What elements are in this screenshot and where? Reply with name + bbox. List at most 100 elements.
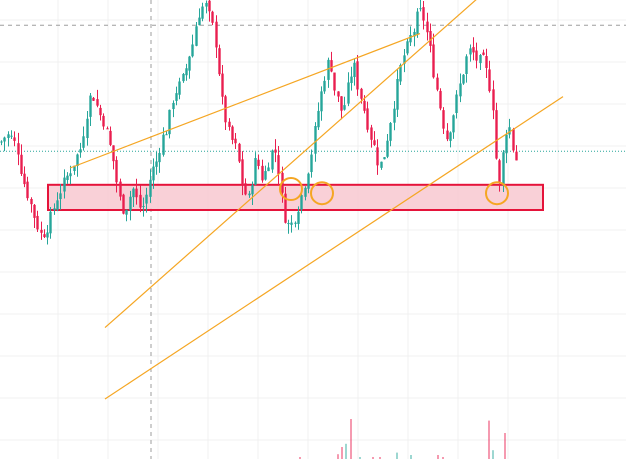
candle-body [139,194,142,208]
candle-body [488,69,491,92]
candle-body [422,7,425,21]
candle-body [228,121,231,127]
candle-body [205,2,208,7]
candle-body [96,99,99,106]
candle-body [224,96,227,123]
candle-body [89,95,92,117]
channel-trend-line[interactable] [69,33,421,169]
candle-body [56,200,59,210]
candle-body [284,193,287,223]
candle-body [76,154,79,166]
candle-body [442,110,445,129]
candle-body [234,138,237,144]
candle-body [386,140,389,157]
candle-body [129,196,132,211]
candle-body [469,48,472,55]
candle-body [106,128,109,130]
volume-bar [341,447,343,459]
candle-body [432,44,435,78]
channel-trend-line[interactable] [104,0,490,329]
candle-body [175,93,178,101]
candle-body [505,134,508,154]
candle-body [191,44,194,57]
candle-body [475,50,478,61]
channel-trend-line[interactable] [104,96,564,400]
candle-body [310,154,313,173]
candle-body [307,173,310,189]
candle-body [389,123,392,141]
candle-body [23,173,26,185]
candle-body [327,59,330,80]
candle-body [3,137,6,142]
candle-body [446,130,449,140]
candle-body [0,141,3,143]
candle-body [102,115,105,127]
circle-markers[interactable] [279,177,509,206]
candle-body [304,187,307,197]
candle-body [132,188,135,198]
candle-body [182,73,185,82]
candle-body [343,105,346,110]
candle-body [261,165,264,181]
volume-bar [504,433,506,459]
volume-bar [492,450,494,459]
candle-body [20,154,23,174]
candle-body [485,56,488,68]
volume-bar [350,419,352,459]
candle-body [396,79,399,110]
candle-body [218,48,221,75]
candle-body [399,64,402,82]
circle-marker[interactable] [310,181,334,206]
candle-body [92,97,95,101]
candle-body [119,181,122,197]
candle-body [383,157,386,160]
candle-body [353,62,356,78]
support-zone-rectangle[interactable] [47,183,544,212]
volume-bar [442,457,444,459]
candle-body [208,0,211,12]
candle-body [168,109,171,135]
candle-body [82,136,85,148]
candle-body [380,161,383,168]
candle-body [79,149,82,153]
candle-body [436,77,439,90]
candle-body [439,90,442,109]
candle-body [333,72,336,91]
candle-body [115,159,118,183]
channel-lines[interactable] [69,0,564,400]
candle-body [455,94,458,114]
candle-body [330,60,333,72]
candle-body [198,17,201,26]
candle-body [492,89,495,111]
candle-body [347,82,350,104]
candle-body [340,96,343,111]
candle-body [162,134,165,155]
candle-body [172,102,175,110]
candle-body [337,91,340,97]
candle-body [515,151,518,161]
support-zones[interactable] [47,183,544,212]
candle-body [360,88,363,99]
candle-body [257,159,260,166]
candle-body [363,100,366,111]
volume-bar [345,443,347,459]
candle-body [63,177,66,192]
candle-body [40,229,43,233]
candle-body [376,147,379,166]
candle-body [30,198,33,205]
candle-body [366,108,369,130]
candle-body [482,52,485,55]
candle-body [462,74,465,84]
volume-bars [299,419,506,459]
candles [0,0,518,245]
circle-marker[interactable] [279,177,303,201]
candle-body [323,80,326,92]
candle-body [465,56,468,75]
circle-marker[interactable] [485,181,509,206]
candle-body [221,73,224,97]
candle-body [459,83,462,97]
candle-body [452,115,455,133]
candle-body [185,68,188,76]
